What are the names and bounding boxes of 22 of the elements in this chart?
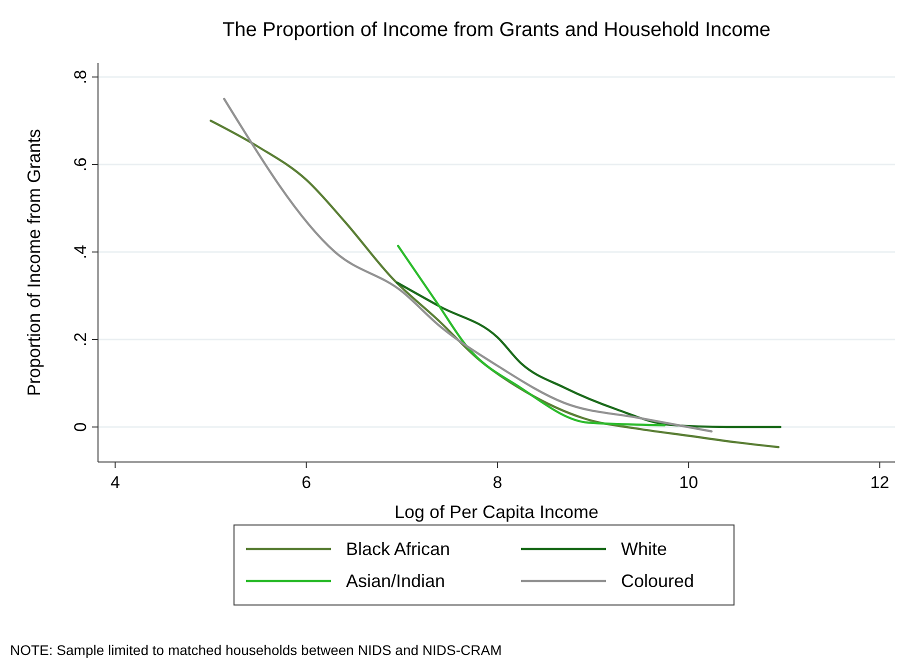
chart-title: The Proportion of Income from Grants and Household Income xyxy=(222,19,771,41)
legend-label: Asian/Indian xyxy=(346,571,446,591)
legend-label: White xyxy=(621,539,668,559)
y-axis-title: Proportion of Income from Grants xyxy=(24,128,44,396)
line-series xyxy=(210,120,780,448)
line-series xyxy=(396,244,666,426)
y-tick-label: .6 xyxy=(71,157,90,172)
x-tick-label: 12 xyxy=(870,473,890,492)
legend-label: Black African xyxy=(346,539,450,559)
line-series xyxy=(223,98,713,432)
line-series xyxy=(396,282,782,428)
y-tick-label: .4 xyxy=(71,244,90,260)
text: NOTE: Sample limited to matched households between NIDS and NIDS-CRAM xyxy=(10,642,502,658)
legend-label: Coloured xyxy=(621,571,694,591)
y-tick-label: 0 xyxy=(71,422,90,432)
x-tick-label: 4 xyxy=(110,473,120,492)
y-tick-label: .8 xyxy=(71,70,90,84)
y-tick-label: .2 xyxy=(71,332,90,347)
x-axis-title: Log of Per Capita Income xyxy=(394,502,599,522)
x-tick-label: 8 xyxy=(492,473,502,492)
x-tick-label: 6 xyxy=(302,473,312,492)
x-tick-label: 10 xyxy=(679,473,698,492)
